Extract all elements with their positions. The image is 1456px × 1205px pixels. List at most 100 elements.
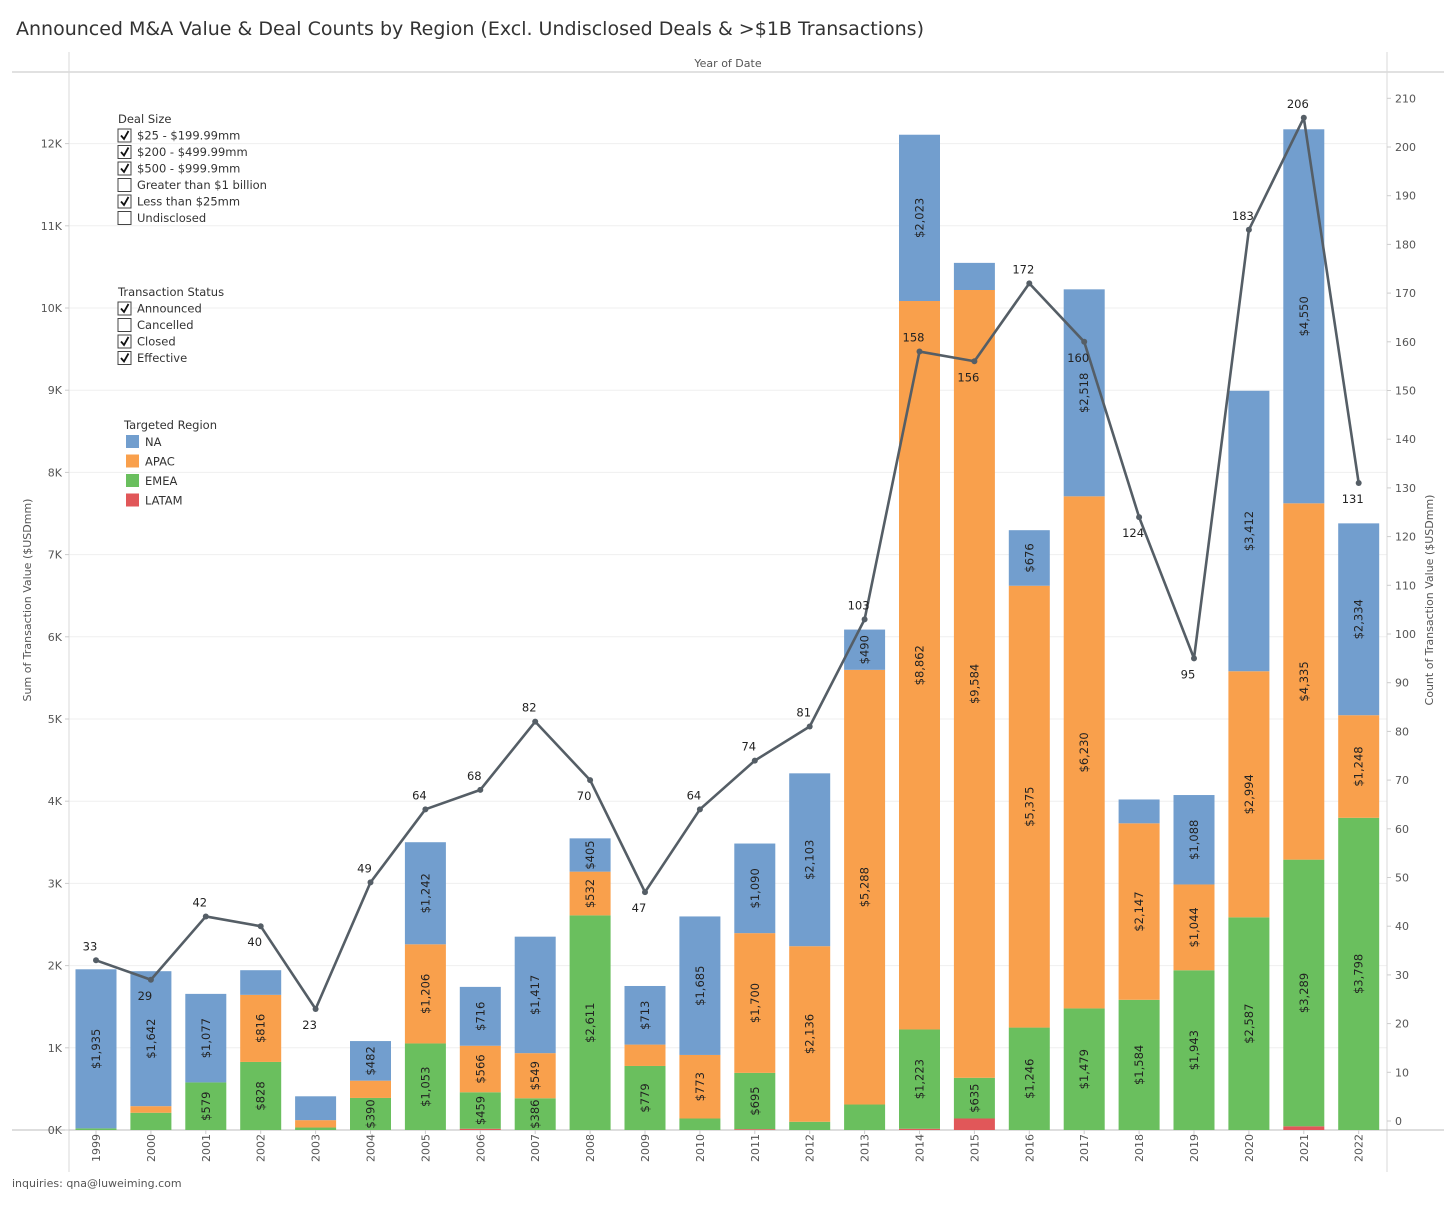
deal-count-point — [1136, 514, 1143, 521]
x-tick-label: 2018 — [1133, 1134, 1146, 1162]
y2-tick-label: 10 — [1395, 1066, 1409, 1079]
y2-tick-label: 200 — [1395, 141, 1416, 154]
bar-segment-na — [240, 970, 282, 995]
bar-segment-na — [185, 993, 227, 1083]
checkbox — [117, 301, 132, 316]
bar-value-label: $2,994 — [1242, 774, 1256, 814]
bar-value-label: $828 — [254, 1081, 268, 1110]
deal-count-point — [477, 786, 484, 793]
region-swatch — [126, 493, 139, 507]
deal-count-label: 81 — [796, 706, 811, 720]
top-axis-label: Year of Date — [693, 57, 761, 70]
bar-segment-emea — [789, 1121, 831, 1130]
deal-count-point — [1026, 280, 1033, 287]
bar-segment-apac — [1063, 496, 1105, 1009]
y2-tick-label: 160 — [1395, 336, 1416, 349]
x-tick-label: 2009 — [639, 1134, 652, 1162]
deal-count-point — [1081, 338, 1088, 345]
y-tick-label: 0K — [48, 1124, 63, 1137]
transaction-status-legend-title: Transaction Status — [117, 285, 224, 299]
x-tick-label: 2006 — [474, 1134, 487, 1162]
bar-segment-apac — [569, 871, 611, 916]
bar-segment-na — [1228, 390, 1270, 672]
region-legend-title: Targeted Region — [123, 418, 217, 432]
y2-tick-label: 30 — [1395, 969, 1409, 982]
deal-size-legend-item: $500 - $999.9mm — [137, 162, 240, 176]
bar-value-label: $459 — [473, 1096, 487, 1125]
bar-segment-apac — [624, 1044, 666, 1066]
axes: Year of Date 0K 1K 2K 3K 4K 5K 6K 7K 8K 9K 10K 11K 12… — [21, 57, 1436, 1162]
bar-segment-apac — [844, 669, 886, 1105]
bar-segment-na — [459, 986, 501, 1046]
check-mark-icon — [120, 147, 130, 158]
y-tick-label: 11K — [41, 220, 63, 233]
bar-segment-apac — [404, 944, 446, 1044]
bar-segment-apac — [679, 1054, 721, 1119]
bar-value-label: $773 — [693, 1072, 707, 1101]
bar-labels: $1,935 $1,642 $579 $1,077 $828 $816 $390 $482 $1… — [89, 198, 1366, 1129]
bar-value-label: $1,242 — [418, 873, 432, 913]
bar-value-label: $635 — [967, 1084, 981, 1113]
bar-value-label: $386 — [528, 1099, 542, 1128]
deal-count-label: 156 — [957, 370, 979, 384]
bar-segment-na — [1118, 799, 1160, 824]
deal-size-legend-item: $25 - $199.99mm — [137, 129, 240, 143]
bar-value-label: $1,417 — [528, 975, 542, 1015]
x-tick-label: 2005 — [419, 1134, 432, 1162]
deal-count-label: 42 — [192, 895, 207, 909]
bar-value-label: $676 — [1022, 543, 1036, 572]
y2-tick-label: 100 — [1395, 628, 1416, 641]
bar-segment-na — [569, 838, 611, 872]
bar-segment-emea — [514, 1098, 556, 1130]
bar-value-label: $390 — [364, 1099, 378, 1128]
check-mark-icon — [120, 130, 130, 141]
deal-count-point — [147, 976, 154, 983]
bar-value-label: $1,700 — [748, 983, 762, 1023]
bar-value-label: $405 — [583, 840, 597, 869]
bar-segment-na — [1008, 530, 1050, 586]
y2-tick-label: 170 — [1395, 287, 1416, 300]
deal-count-point — [642, 889, 648, 896]
y-tick-label: 10K — [41, 302, 63, 315]
deal-count-label: 47 — [632, 901, 647, 915]
bar-segment-emea — [1228, 917, 1270, 1130]
deal-count-point — [532, 718, 539, 725]
deal-count-label: 40 — [247, 935, 262, 949]
x-tick-label: 2011 — [749, 1134, 762, 1162]
bar-value-label: $1,685 — [693, 966, 707, 1006]
bar-value-label: $2,518 — [1077, 373, 1091, 413]
bar-segment-na — [404, 842, 446, 945]
bar-value-label: $8,862 — [913, 645, 927, 685]
bar-segment-apac — [953, 289, 995, 1078]
bar-segment-emea — [459, 1092, 501, 1129]
deal-count-point — [806, 723, 813, 730]
y2-axis-title: Count of Transaction Value ($USDmm) — [1423, 495, 1436, 706]
bar-value-label: $1,246 — [1022, 1059, 1036, 1099]
bar-value-label: $1,248 — [1352, 746, 1366, 786]
deal-size-legend-item: Undisclosed — [137, 211, 206, 225]
region-legend-item: LATAM — [145, 494, 183, 508]
bar-segment-apac — [1173, 884, 1215, 971]
deal-count-label: 23 — [302, 1018, 317, 1032]
bar-segment-na — [679, 916, 721, 1055]
x-tick-label: 2020 — [1243, 1134, 1256, 1162]
bar-value-label: $1,053 — [418, 1067, 432, 1107]
x-tick-label: 2019 — [1188, 1134, 1201, 1162]
bar-value-label: $6,230 — [1077, 732, 1091, 772]
bar-value-label: $1,479 — [1077, 1049, 1091, 1089]
bar-value-label: $1,088 — [1187, 820, 1201, 860]
checkbox — [117, 194, 132, 209]
bar-segment-emea — [1008, 1027, 1050, 1130]
bar-segment-emea — [130, 1112, 172, 1130]
bar-segment-emea — [844, 1104, 886, 1130]
deal-count-point — [1245, 226, 1252, 233]
bar-value-label: $2,611 — [583, 1003, 597, 1043]
y2-tick-label: 90 — [1395, 677, 1409, 690]
bar-value-label: $695 — [748, 1086, 762, 1115]
checkbox — [117, 145, 132, 159]
y-axis-title: Sum of Transaction Value ($USDmm) — [21, 499, 34, 702]
y2-tick-label: 50 — [1395, 872, 1409, 885]
bar-value-label: $1,935 — [89, 1029, 103, 1069]
region-swatch — [126, 454, 139, 468]
bar-value-label: $4,335 — [1297, 661, 1311, 701]
